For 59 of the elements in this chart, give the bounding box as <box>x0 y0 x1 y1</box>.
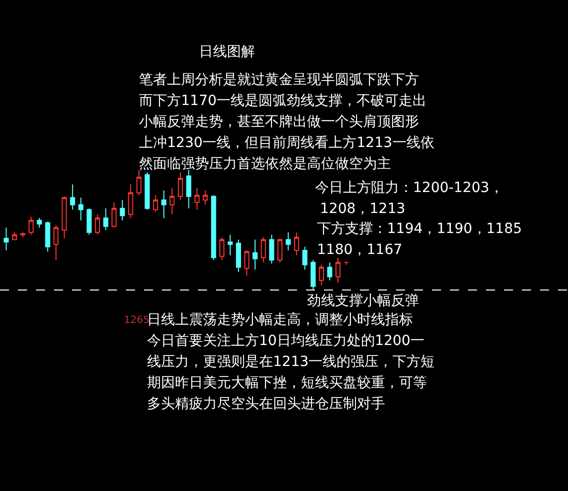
candlestick <box>36 218 42 228</box>
candlestick <box>194 188 200 210</box>
candlestick <box>219 236 224 260</box>
candlestick <box>252 239 258 270</box>
candlestick <box>286 232 291 251</box>
candlestick <box>161 190 166 218</box>
candlestick <box>310 260 316 290</box>
text: 今日首要关注上方10日均线压力处的1200一 <box>147 333 424 349</box>
text: 1265 <box>124 315 150 326</box>
candlestick <box>94 214 100 236</box>
candlestick <box>202 190 208 206</box>
candlestick <box>269 234 274 264</box>
annotation: 下方支撑：1194，1190，1185 <box>317 221 522 237</box>
text: 而下方1170一线是圆弧劲线支撑，不破可走出 <box>139 93 427 109</box>
text: 日线上震荡走势小幅走高，调整小时线指标 <box>147 312 413 328</box>
text: 劲线支撑小幅反弹 <box>307 293 419 309</box>
annotation: 1208，1213 <box>320 201 406 217</box>
candlestick <box>244 250 250 276</box>
candlestick <box>62 196 67 239</box>
candlestick <box>277 238 282 263</box>
candlestick <box>170 188 175 215</box>
candlestick <box>294 232 300 256</box>
candlestick <box>236 239 242 272</box>
text: 笔者上周分析是就过黄金呈现半圆弧下跌下方 <box>139 72 419 88</box>
candlestick <box>20 232 26 238</box>
candlestick <box>4 227 9 251</box>
annotation: 1180，1167 <box>317 242 402 258</box>
candlestick <box>86 208 92 236</box>
candlestick <box>302 246 308 270</box>
candlestick <box>136 170 142 196</box>
candlestick <box>70 184 76 210</box>
candlestick <box>112 202 117 228</box>
annotation: 今日上方阻力：1200-1203， <box>315 180 504 196</box>
text: 期因昨日美元大幅下挫，短线买盘较重，可等 <box>147 375 427 391</box>
text: 上冲1230一线，但目前周线看上方1213一线依 <box>139 135 434 151</box>
candlestick <box>153 194 158 212</box>
text: 多头精疲力尽空头在回头进仓压制对手 <box>147 396 385 412</box>
candlestick <box>178 172 183 200</box>
candlestick <box>228 234 233 256</box>
candlestick <box>186 170 192 209</box>
text: 小幅反弹走势，甚至不牌出做一个头肩顶图形 <box>139 114 419 130</box>
candlestick <box>103 208 108 230</box>
candlestick <box>327 262 332 281</box>
candlestick <box>211 194 216 260</box>
candlestick <box>28 216 34 236</box>
text: 线压力，更强则是在1213一线的强压，下方短 <box>147 354 435 370</box>
candlestick <box>12 232 18 240</box>
candlestick <box>53 224 59 260</box>
candlestick <box>335 257 341 284</box>
candlestick <box>144 172 150 210</box>
candlestick <box>78 197 84 221</box>
candlestick <box>344 262 349 266</box>
candlestick <box>120 200 125 221</box>
candlestick <box>45 221 50 252</box>
candlestick <box>260 236 266 263</box>
annotation: 然面临强势压力首选依然是高位做空为主 <box>139 156 391 172</box>
candlestick <box>128 184 134 218</box>
candlestick <box>318 264 324 286</box>
text: 日线图解 <box>199 44 255 60</box>
